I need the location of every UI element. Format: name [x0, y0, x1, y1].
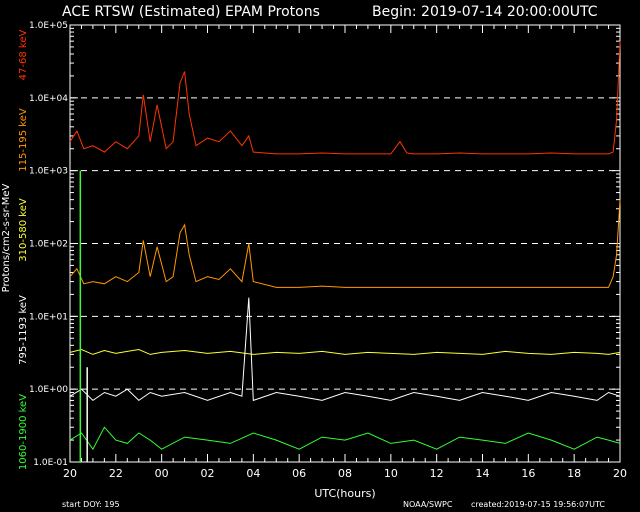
series-line-1060-1900-kev — [69, 426, 621, 451]
y-tick-label: 1.0E+02 — [29, 240, 68, 250]
x-tick-label: 20 — [63, 467, 77, 480]
footer-start-doy: start DOY: 195 — [62, 500, 120, 509]
x-tick-label: 14 — [476, 467, 490, 480]
x-tick-label: 10 — [384, 467, 398, 480]
chart-title: ACE RTSW (Estimated) EPAM Protons — [62, 4, 320, 20]
legend-label: 115-195 keV — [18, 108, 29, 172]
y-tick-label: 1.0E+05 — [29, 21, 68, 31]
x-tick-label: 18 — [567, 467, 581, 480]
footer-source: NOAA/SWPC — [403, 500, 453, 509]
legend-label: 795-1193 keV — [18, 295, 29, 365]
x-tick-label: 04 — [246, 467, 260, 480]
series-line-795-1193-kev — [69, 297, 621, 402]
series-line-47-68-kev — [69, 41, 621, 155]
x-tick-label: 06 — [292, 467, 306, 480]
chart-begin-time: Begin: 2019-07-14 20:00:00UTC — [372, 4, 598, 20]
series-lines — [69, 41, 621, 462]
y-tick-label: 1.0E+03 — [29, 167, 68, 177]
x-tick-label: 02 — [201, 467, 215, 480]
legend-label: 1060-1900 keV — [18, 394, 29, 470]
y-tick-label: 1.0E+00 — [29, 385, 68, 395]
x-tick-label: 00 — [155, 467, 169, 480]
legend: 47-68 keV 115-195 keV 310-580 keV 795-1193 … — [18, 30, 29, 471]
y-axis: 1.0E-01 1.0E+00 1.0E+01 1.0E+02 1.0E+03 1.0E+… — [29, 21, 620, 468]
x-tick-label: 12 — [430, 467, 444, 480]
x-axis-label: UTC(hours) — [314, 487, 375, 500]
x-tick-label: 08 — [338, 467, 352, 480]
y-tick-label: 1.0E-01 — [33, 458, 68, 468]
series-line-115-195-kev — [69, 199, 621, 288]
y-axis-label: Protons/cm2-s-sr-MeV — [1, 183, 12, 292]
x-tick-label: 20 — [613, 467, 627, 480]
y-tick-label: 1.0E+04 — [29, 94, 68, 104]
series-line-310-580-kev — [69, 348, 621, 355]
legend-label: 47-68 keV — [18, 30, 29, 81]
x-axis: 20 22 00 02 04 06 08 10 12 14 16 18 20 — [63, 25, 627, 480]
y-tick-label: 1.0E+01 — [29, 312, 68, 322]
legend-label: 310-580 keV — [18, 198, 29, 262]
footer-created: created:2019-07-15 19:56:07UTC — [471, 500, 605, 509]
gridlines — [70, 97, 620, 390]
x-tick-label: 22 — [109, 467, 123, 480]
x-tick-label: 16 — [521, 467, 535, 480]
